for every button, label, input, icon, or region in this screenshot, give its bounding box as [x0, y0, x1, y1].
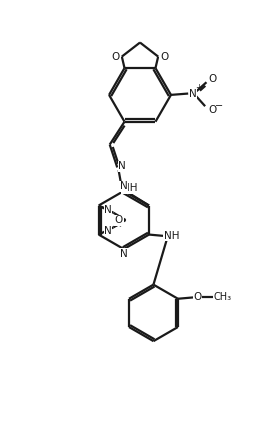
Text: O: O: [160, 51, 168, 62]
Text: N: N: [120, 181, 128, 191]
Text: CH₃: CH₃: [213, 292, 231, 302]
Text: O: O: [115, 215, 123, 225]
Text: O: O: [193, 292, 201, 302]
Text: O: O: [209, 105, 217, 114]
Text: N: N: [189, 89, 197, 98]
Text: N: N: [104, 204, 112, 215]
Text: −: −: [215, 101, 223, 111]
Text: NH: NH: [122, 183, 137, 193]
Text: N: N: [104, 226, 112, 235]
Text: O: O: [112, 51, 120, 62]
Text: N: N: [118, 161, 126, 171]
Text: N: N: [120, 249, 128, 259]
Text: O: O: [208, 74, 216, 84]
Text: +: +: [195, 83, 202, 92]
Text: NH: NH: [164, 231, 179, 241]
